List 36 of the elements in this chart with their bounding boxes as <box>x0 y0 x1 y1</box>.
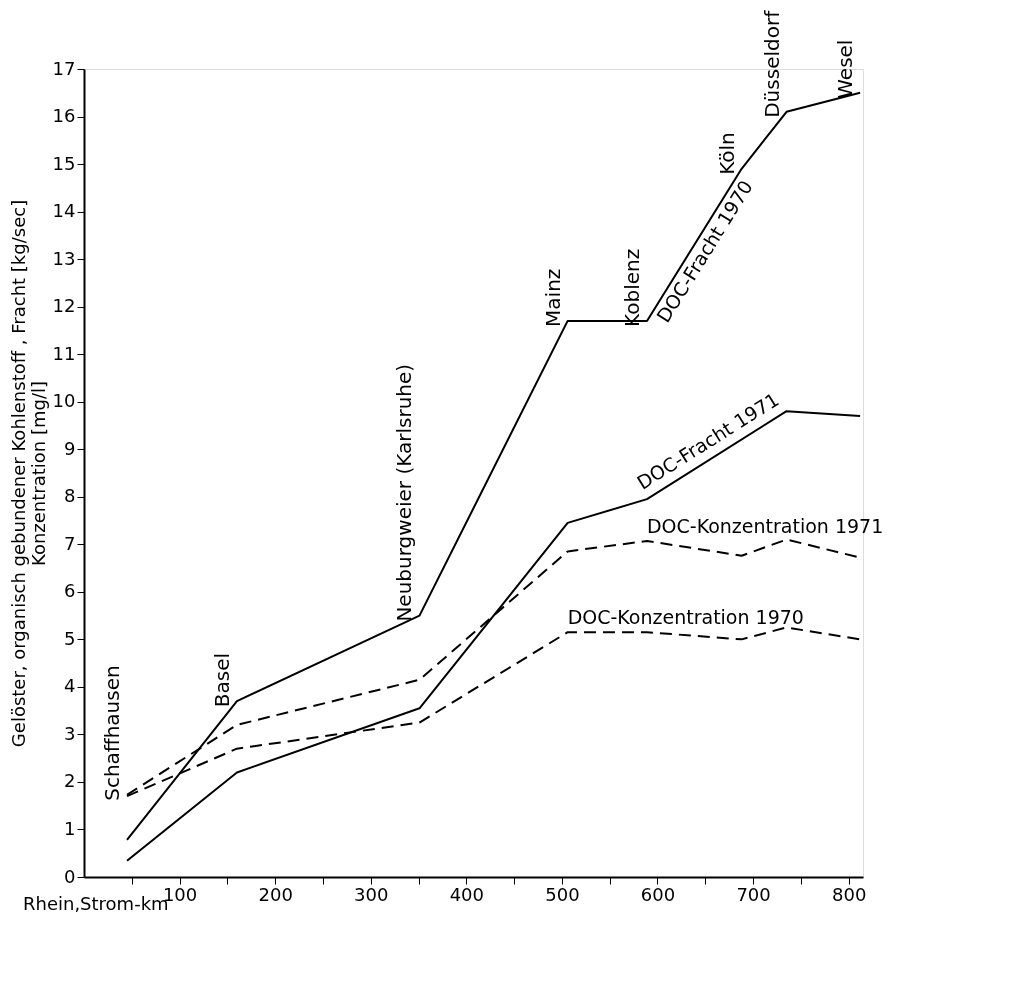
y-tick-label: 8 <box>64 485 76 507</box>
annotation: Koblenz <box>619 248 644 327</box>
y-tick-label: 14 <box>52 200 76 222</box>
annotation: Köln <box>714 132 739 175</box>
x-tick-label: 200 <box>258 883 293 905</box>
y-tick-label: 9 <box>64 437 76 459</box>
x-tick-label: 600 <box>640 883 676 905</box>
x-tick-label: 400 <box>449 883 485 905</box>
series-label: DOC-Konzentration 1970 <box>567 606 804 629</box>
annotation: Neuburgweier (Karlsruhe) <box>392 363 417 622</box>
y-tick-label: 11 <box>52 342 76 364</box>
y-tick-label: 13 <box>52 247 76 269</box>
y-tick-label: 4 <box>64 675 76 697</box>
x-tick-label: 800 <box>831 883 867 905</box>
y-axis-title: Gelöster, organisch gebundener Kohlenstoff , Fracht [kg/sec] Konzentration [mg/l] <box>7 199 49 748</box>
x-tick-label: 300 <box>354 883 389 905</box>
y-tick-label: 15 <box>52 152 76 174</box>
annotation: Düsseldorf <box>759 9 784 118</box>
y-tick-label: 10 <box>52 390 76 412</box>
annotation: Basel <box>209 652 234 708</box>
y-tick-label: 1 <box>64 817 76 839</box>
x-tick-label: 500 <box>545 883 580 905</box>
y-tick-label: 0 <box>64 865 76 887</box>
y-tick-label: 3 <box>64 722 76 744</box>
series-label: DOC-Konzentration 1971 <box>646 514 884 537</box>
annotation: Schaffhausen <box>100 665 125 801</box>
y-tick-label: 6 <box>64 580 76 602</box>
annotation: Wesel <box>833 39 858 99</box>
annotation: Mainz <box>540 268 565 327</box>
y-tick-label: 16 <box>52 105 76 127</box>
y-tick-label: 17 <box>52 57 76 79</box>
x-tick-label: 700 <box>736 883 771 905</box>
y-tick-label: 7 <box>64 532 76 554</box>
y-tick-label: 2 <box>64 770 76 792</box>
y-tick-label: 12 <box>52 295 76 317</box>
y-tick-label: 5 <box>64 627 76 649</box>
